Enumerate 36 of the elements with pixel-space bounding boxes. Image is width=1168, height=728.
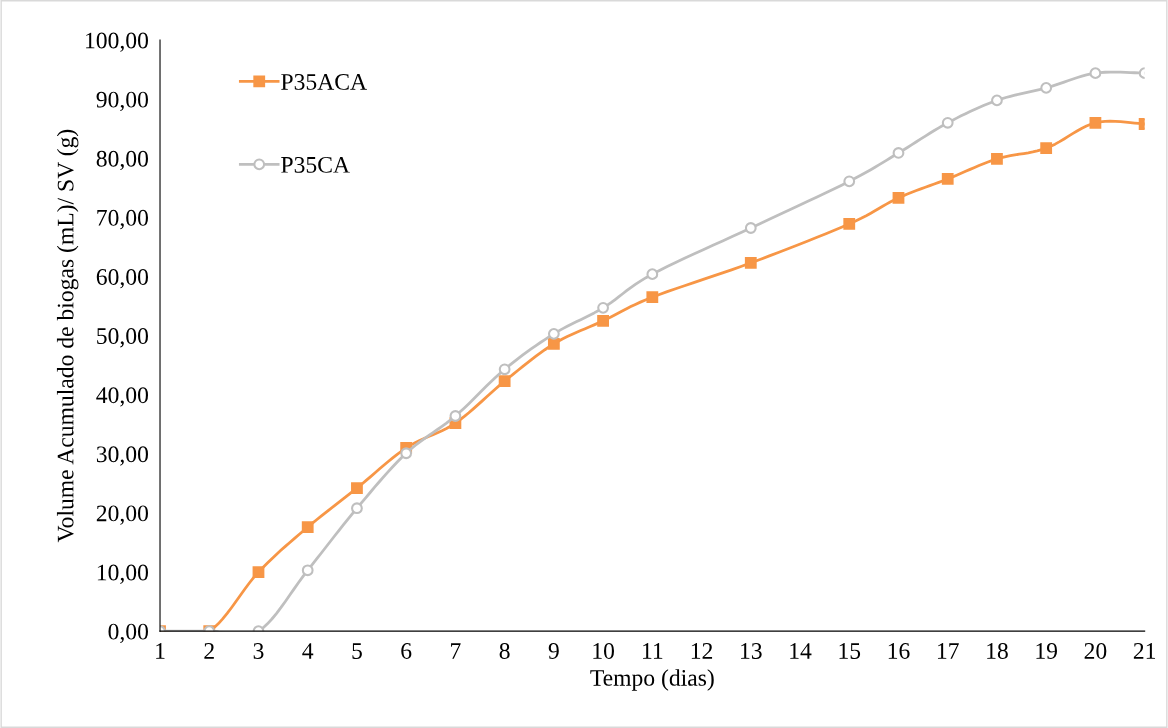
y-tick-label: 0,00 bbox=[108, 623, 148, 643]
y-tick-label: 40,00 bbox=[96, 387, 148, 407]
x-tick-label: 7 bbox=[451, 643, 461, 659]
x-tick-label: 3 bbox=[253, 643, 264, 659]
x-tick-label: 16 bbox=[888, 643, 910, 659]
y-tick-label: 50,00 bbox=[97, 328, 148, 348]
legend-label: P35CA bbox=[281, 156, 350, 173]
y-tick-label: 20,00 bbox=[96, 505, 148, 525]
x-tick-label: 6 bbox=[401, 643, 412, 659]
y-tick-label: 70,00 bbox=[97, 209, 148, 230]
x-tick-label: 12 bbox=[691, 643, 713, 659]
x-tick-label: 5 bbox=[352, 643, 362, 659]
y-tick-label: 10,00 bbox=[97, 564, 148, 584]
x-tick-label: 21 bbox=[1133, 643, 1156, 659]
y-tick-label: 30,00 bbox=[96, 446, 148, 466]
y-tick-label: 100,00 bbox=[86, 32, 148, 52]
legend-label: P35ACA bbox=[281, 74, 367, 90]
y-tick-label: 60,00 bbox=[96, 268, 148, 289]
x-tick-label: 4 bbox=[302, 643, 314, 659]
x-tick-label: 9 bbox=[548, 643, 559, 659]
y-tick-label: 80,00 bbox=[96, 150, 148, 171]
x-tick-label: 20 bbox=[1084, 642, 1107, 659]
x-tick-label: 19 bbox=[1036, 643, 1058, 659]
x-tick-label: 18 bbox=[987, 642, 1008, 659]
x-tick-label: 13 bbox=[741, 643, 762, 659]
x-axis-title: Tempo (dias) bbox=[590, 669, 714, 691]
x-tick-label: 10 bbox=[593, 642, 614, 659]
x-tick-label: 1 bbox=[156, 643, 165, 659]
x-tick-label: 17 bbox=[937, 643, 959, 659]
y-tick-label: 90,00 bbox=[96, 91, 148, 111]
x-tick-label: 8 bbox=[499, 642, 510, 659]
x-tick-label: 14 bbox=[790, 643, 812, 659]
x-tick-label: 11 bbox=[643, 643, 663, 659]
x-tick-label: 2 bbox=[204, 643, 214, 659]
y-axis-title: Volume Acumulado de biogas (mL)/ SV (g) bbox=[56, 129, 79, 543]
x-tick-label: 15 bbox=[839, 643, 861, 659]
